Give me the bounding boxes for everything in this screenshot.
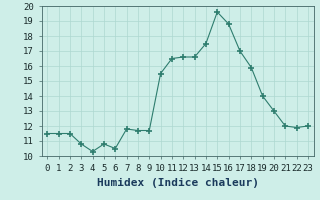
X-axis label: Humidex (Indice chaleur): Humidex (Indice chaleur) [97, 178, 259, 188]
